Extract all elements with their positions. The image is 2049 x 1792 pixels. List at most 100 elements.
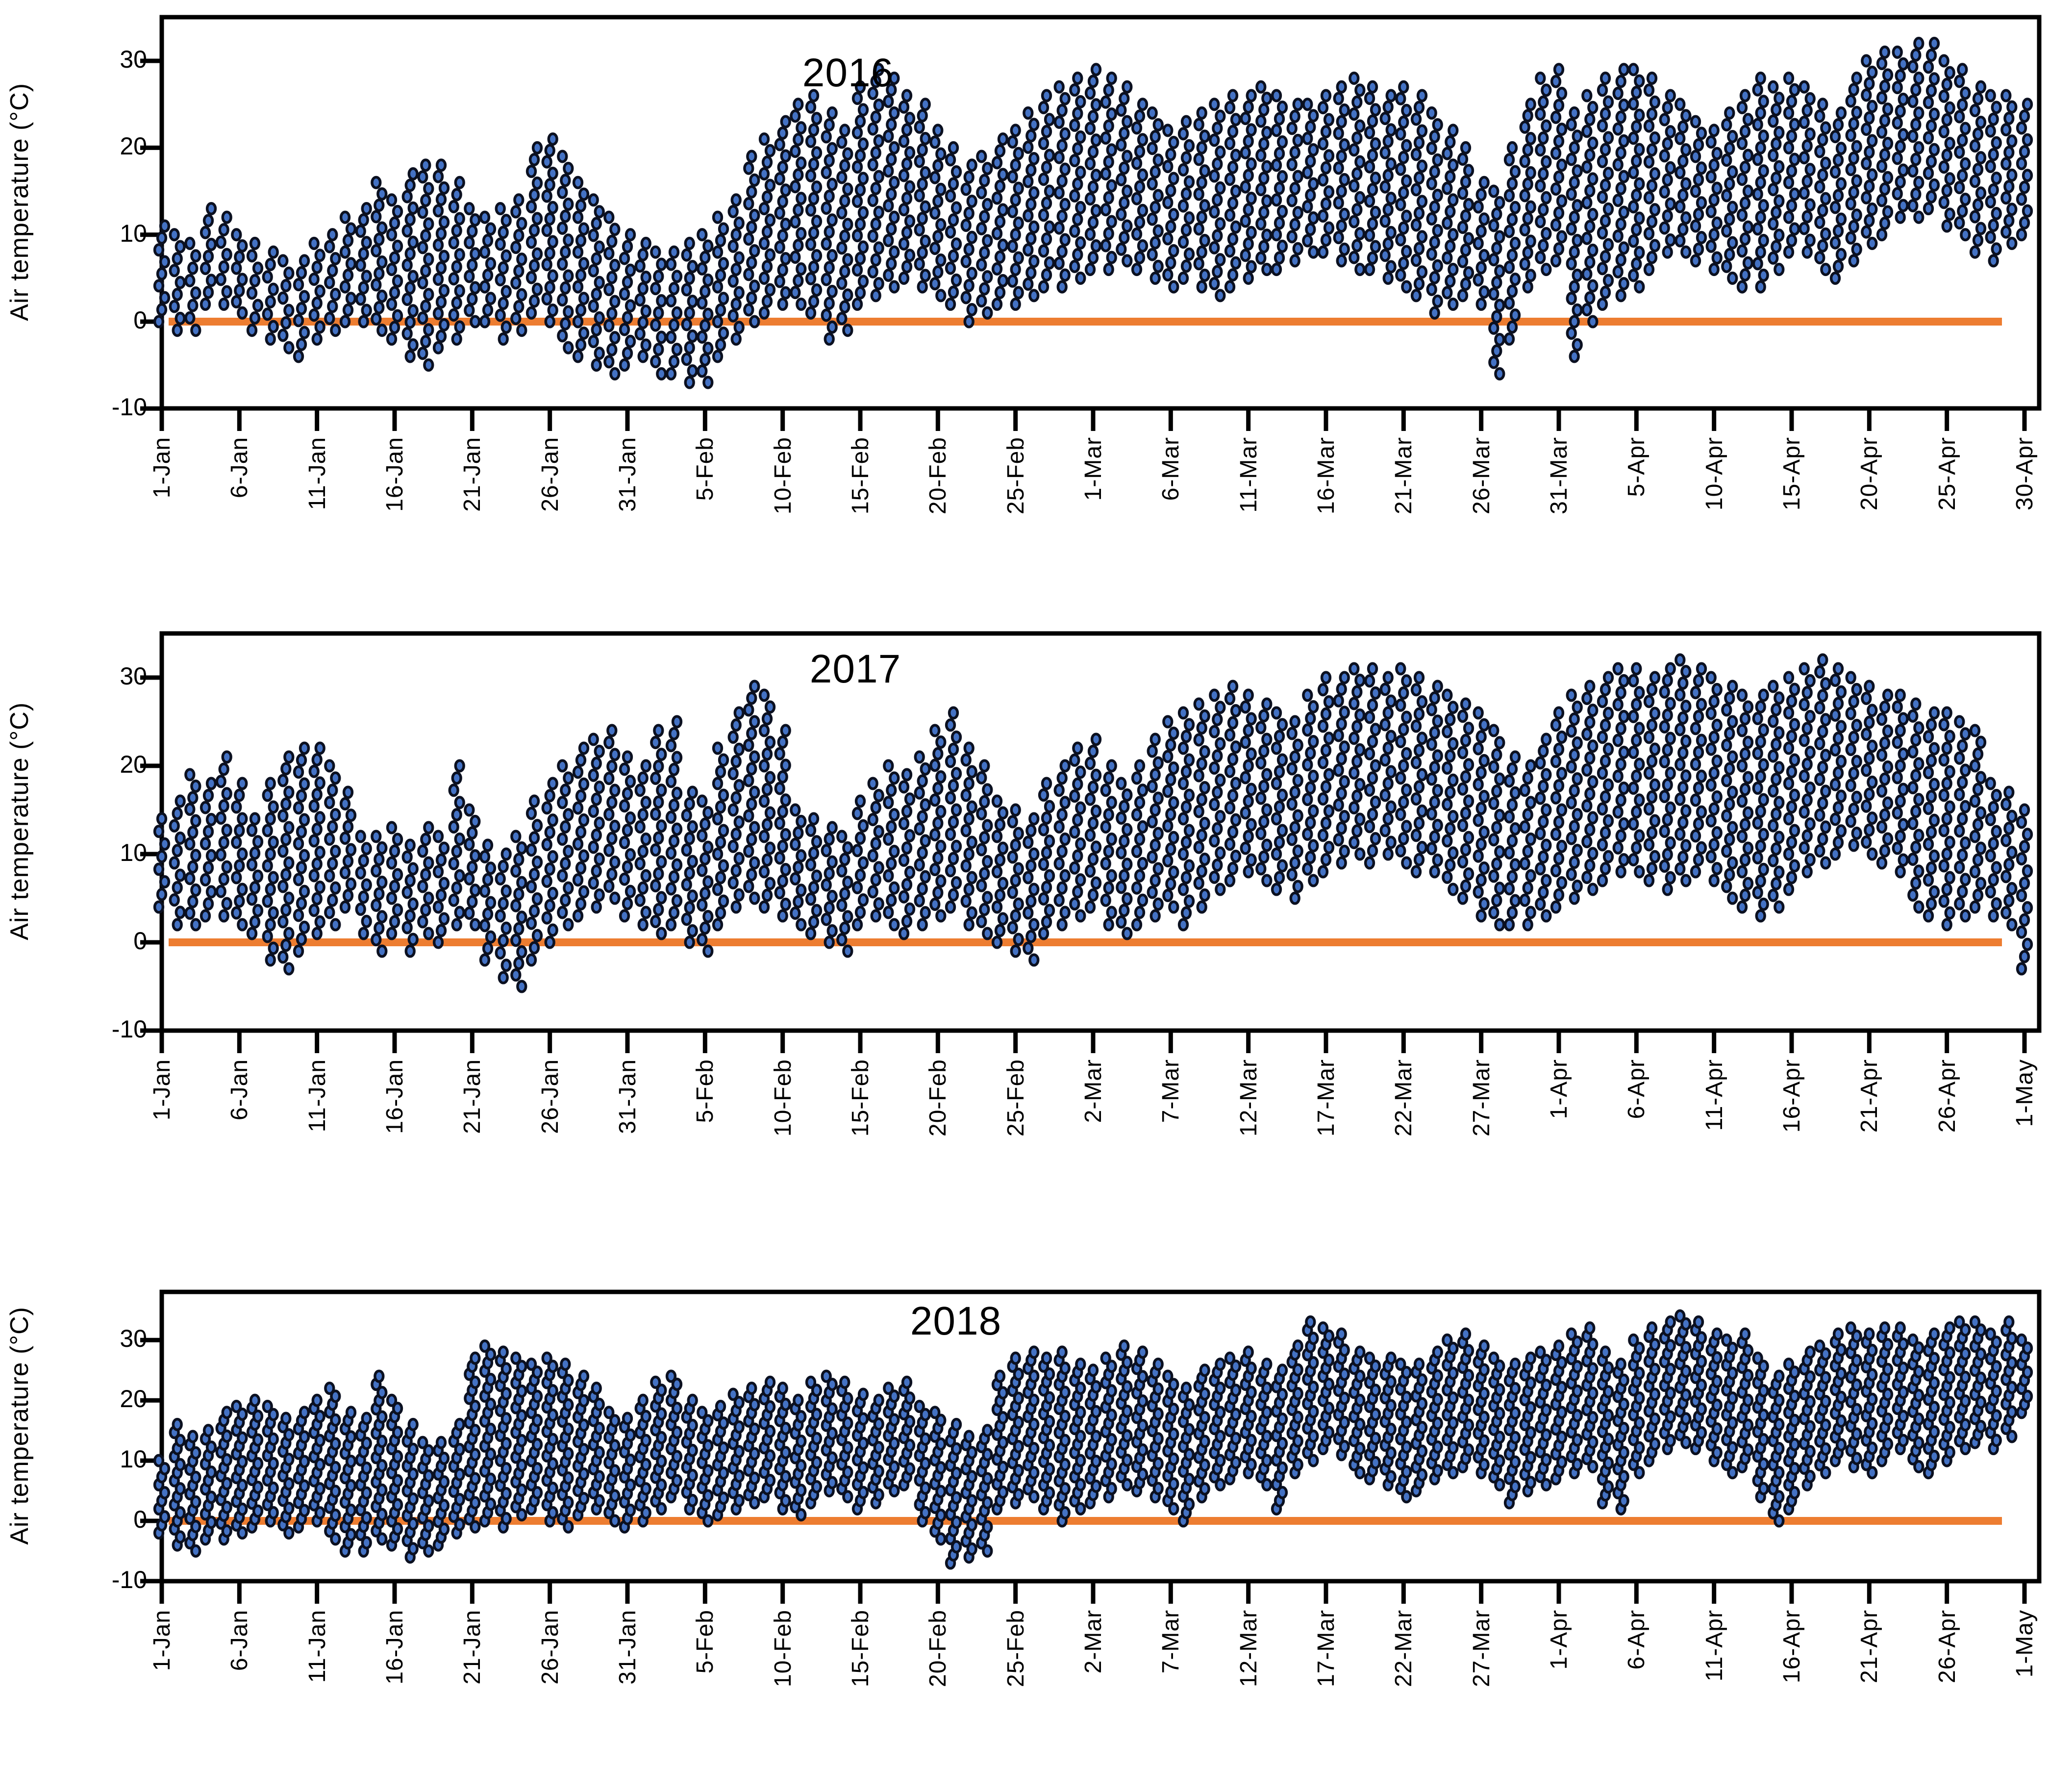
temp-dot [1895, 759, 1906, 773]
temp-dot [749, 891, 760, 905]
temp-dot [1696, 769, 1707, 783]
temp-dot [1649, 95, 1661, 109]
temp-dot [541, 224, 552, 237]
temp-dot [1289, 109, 1300, 123]
temp-dot [407, 897, 419, 911]
temp-dot [280, 833, 292, 846]
temp-dot [1519, 257, 1530, 271]
temp-dot [1087, 75, 1099, 88]
temp-dot [764, 144, 776, 157]
day-column [2016, 98, 2033, 242]
temp-dot [950, 201, 962, 215]
temp-dot [650, 282, 661, 296]
temp-dot [1768, 251, 1779, 265]
temp-dot [389, 915, 400, 929]
temp-dot [920, 870, 931, 883]
temp-dot [1566, 832, 1577, 845]
temp-dot [1122, 927, 1133, 940]
temp-dot [935, 1485, 947, 1498]
temp-dot [371, 830, 382, 843]
temp-dot [1882, 760, 1894, 774]
day-column [1923, 37, 1940, 216]
temp-dot [1196, 829, 1207, 842]
temp-dot [1832, 118, 1844, 132]
temp-dot [743, 303, 754, 317]
temp-dot [976, 258, 987, 272]
temp-dot [423, 182, 434, 196]
temp-dot [935, 1508, 947, 1522]
temp-dot [1680, 245, 1692, 259]
temp-dot [516, 217, 527, 230]
temp-dot [265, 332, 276, 346]
temp-dot [1276, 859, 1288, 873]
temp-dot [1910, 697, 1922, 711]
temp-dot [231, 1399, 242, 1413]
temp-dot [1938, 894, 1949, 908]
day-column [619, 228, 636, 372]
temp-dot [1925, 897, 1937, 911]
temp-dot [1985, 813, 1996, 827]
temp-dot [1056, 918, 1068, 932]
temp-dot [1925, 861, 1937, 875]
temp-dot [392, 903, 403, 917]
temp-dot [1799, 733, 1810, 747]
temp-dot [873, 1464, 884, 1478]
temp-dot [1152, 224, 1164, 238]
temp-dot [1416, 159, 1428, 173]
temp-dot [1478, 285, 1490, 299]
temp-dot [671, 786, 683, 800]
temp-dot [1538, 95, 1549, 109]
day-column [1628, 63, 1645, 294]
temp-dot [560, 820, 571, 834]
temp-dot [1478, 825, 1490, 839]
day-column [324, 1382, 341, 1546]
temp-dot [1556, 123, 1568, 136]
temp-dot [1938, 89, 1949, 103]
temp-dot [1271, 158, 1282, 172]
temp-dot [1398, 686, 1409, 700]
temp-dot [169, 856, 180, 870]
temp-dot [293, 314, 304, 328]
temp-dot [1804, 817, 1816, 831]
temp-dot [780, 1470, 791, 1484]
temp-dot [1584, 255, 1596, 269]
temp-dot [805, 892, 817, 906]
temp-dot [1631, 769, 1642, 783]
temp-dot [249, 236, 261, 250]
temp-dot [361, 236, 372, 250]
temp-dot [202, 897, 214, 911]
temp-dot [1041, 125, 1052, 138]
temp-dot [407, 304, 419, 318]
temp-dot [2022, 864, 2033, 878]
temp-dot [796, 227, 807, 241]
temp-dot [606, 234, 618, 248]
day-column [1224, 680, 1242, 887]
temp-dot [547, 850, 558, 864]
temp-dot [873, 63, 884, 76]
temp-dot [1059, 869, 1071, 883]
temp-dot [976, 771, 987, 784]
temp-dot [1783, 176, 1795, 189]
temp-dot [1618, 205, 1629, 219]
temp-dot [1867, 775, 1878, 789]
temp-dot [743, 268, 754, 281]
temp-dot [1851, 208, 1862, 222]
temp-dot [1634, 722, 1645, 735]
temp-dot [1056, 174, 1068, 188]
temp-dot [1305, 851, 1316, 864]
temp-dot [715, 338, 726, 352]
temp-dot [904, 180, 916, 194]
temp-dot [665, 810, 677, 824]
temp-dot [1696, 161, 1707, 175]
temp-dot [1165, 220, 1176, 233]
temp-dot [423, 217, 434, 231]
temp-dot [1907, 745, 1919, 758]
temp-dot [1494, 882, 1505, 895]
temp-dot [851, 297, 863, 311]
temp-dot [637, 282, 649, 296]
day-column [1286, 98, 1303, 268]
temp-dot [1503, 810, 1515, 824]
temp-dot [342, 820, 354, 833]
temp-dot [1550, 864, 1562, 878]
temp-dot [857, 1461, 869, 1475]
